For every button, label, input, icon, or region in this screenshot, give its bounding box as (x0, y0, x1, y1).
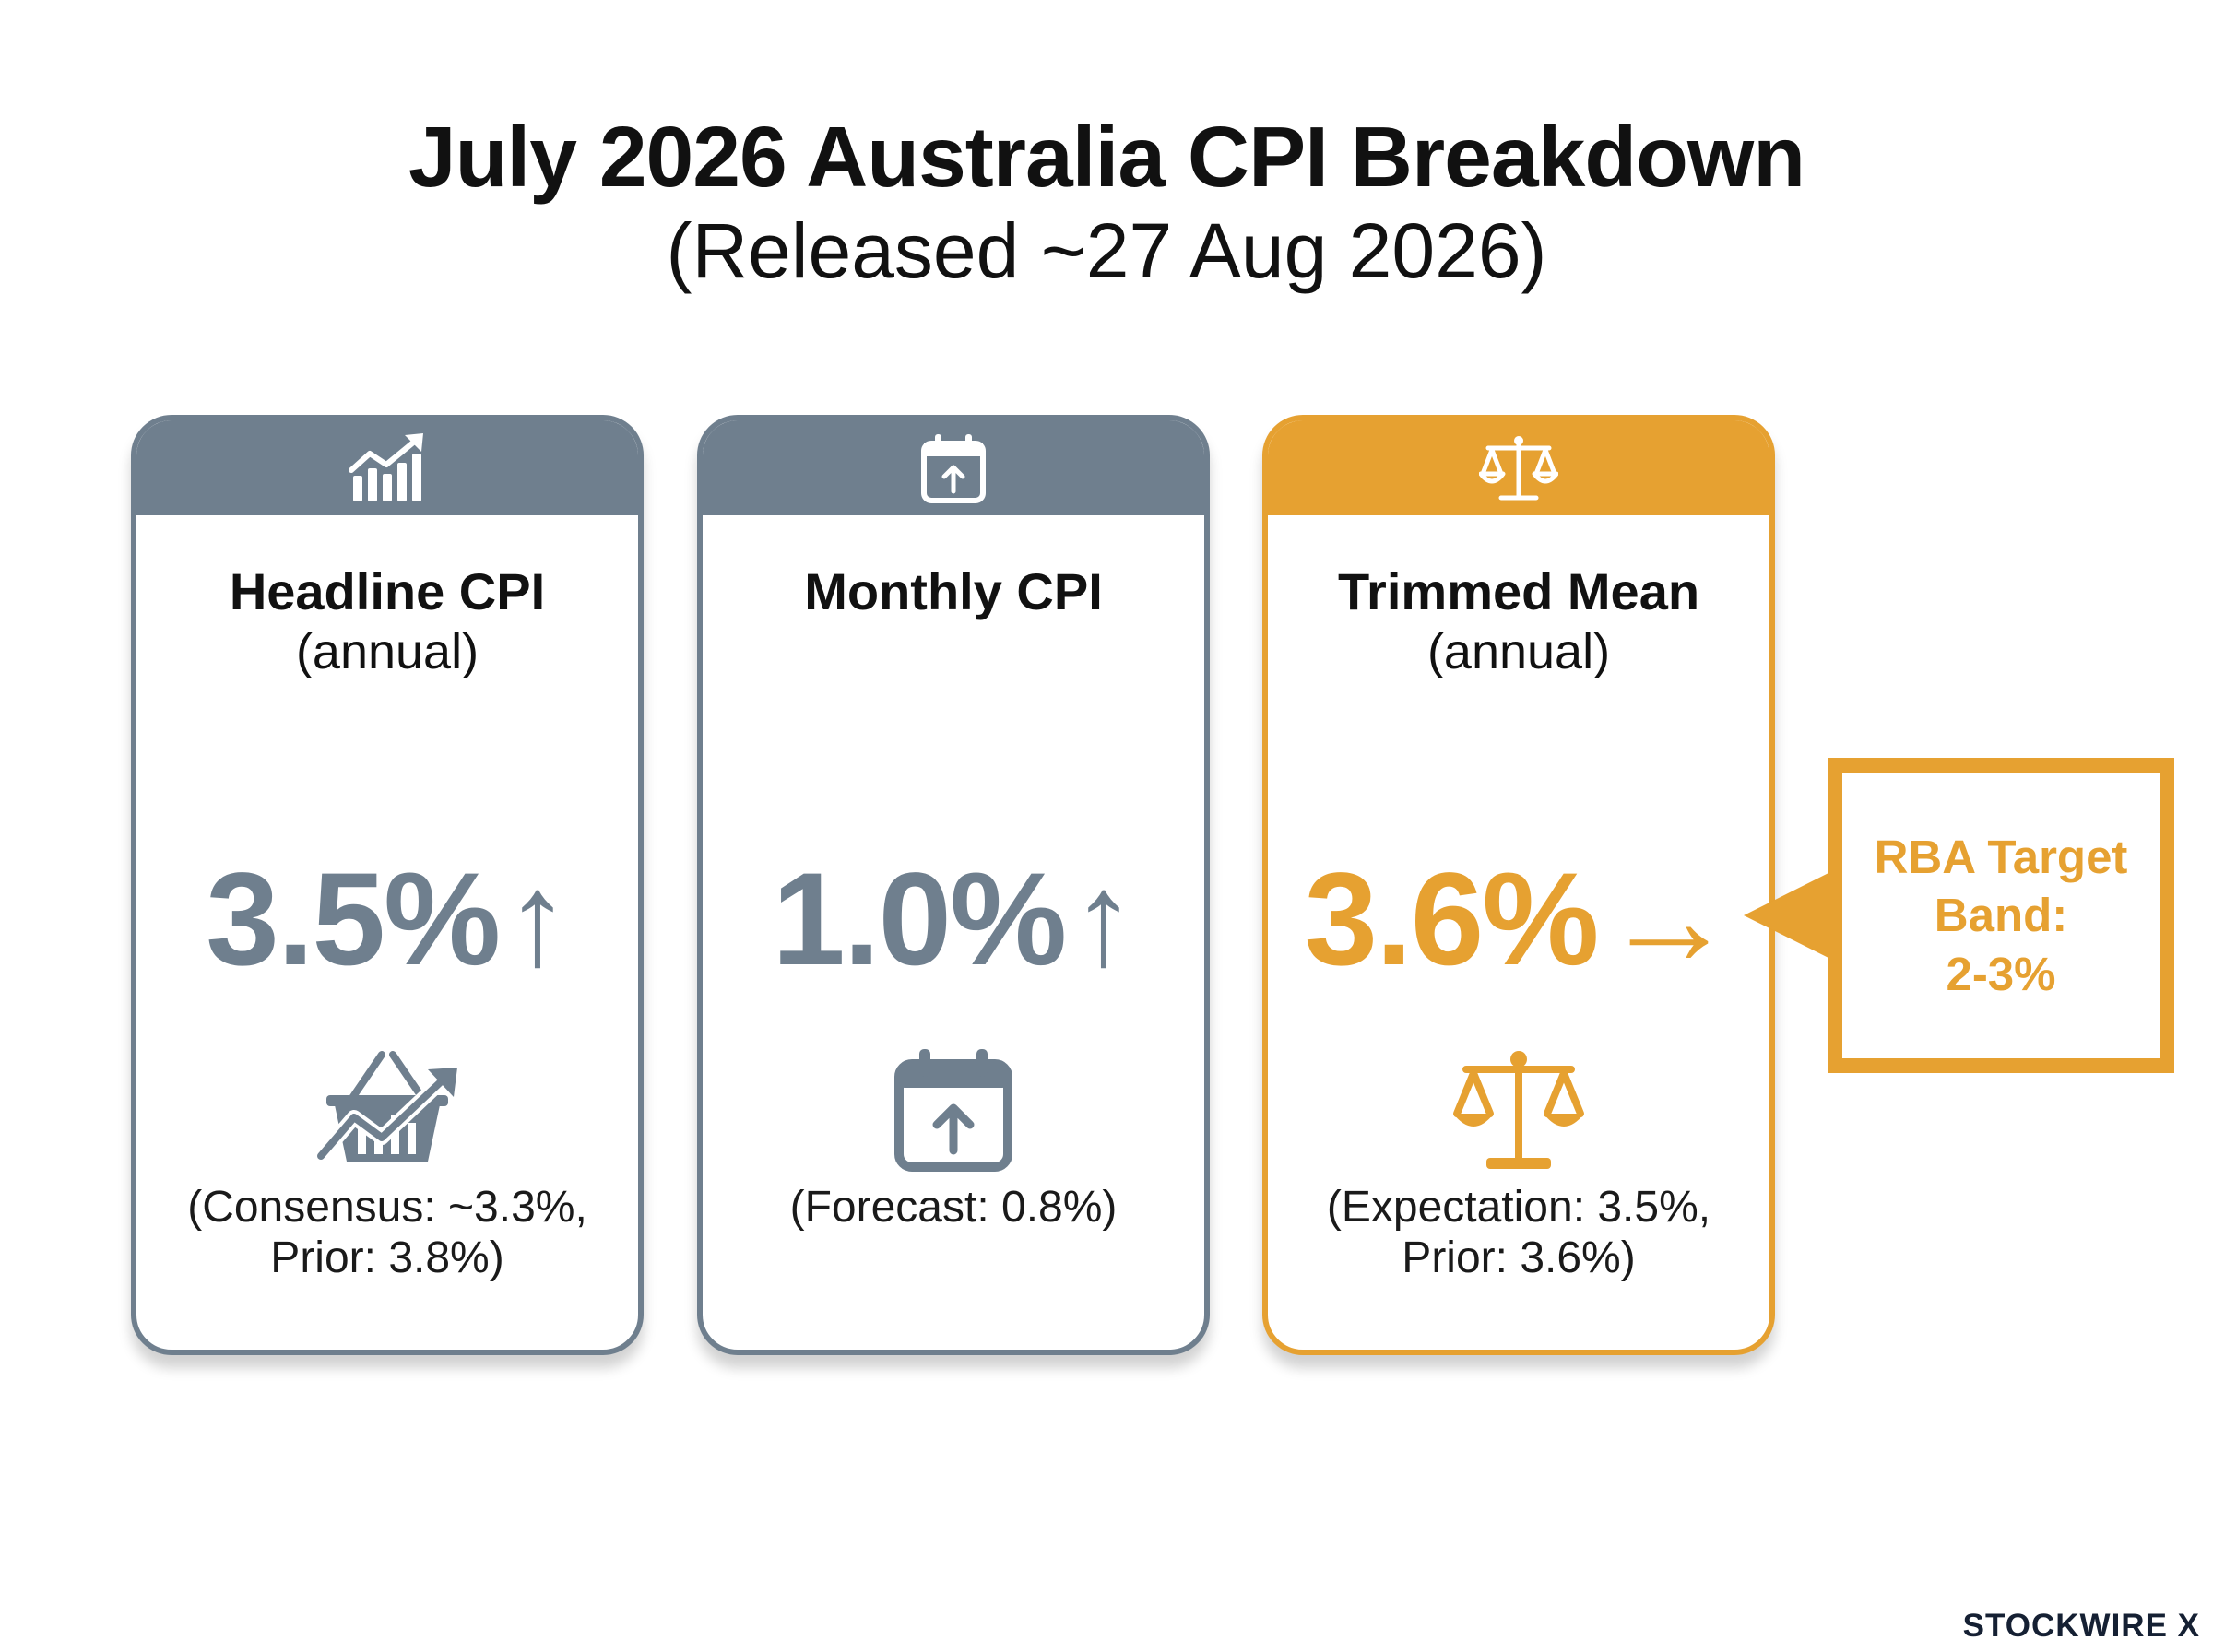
headline-cpi-card: Headline CPI (annual) 3.5%↑ (Consensus: … (131, 415, 644, 1355)
card-subtitle: (annual) (1426, 624, 1611, 680)
calendar-up-icon (921, 433, 986, 503)
trimmed-mean-card: Trimmed Mean (annual) 3.6%→ (Expectation… (1262, 415, 1775, 1355)
note-line: (Consensus: ~3.3%, (187, 1183, 587, 1232)
note-line: Prior: 3.6%) (1402, 1233, 1636, 1283)
balance-scale-icon (1479, 435, 1558, 500)
monthly-cpi-card: Monthly CPI 1.0%↑ (Forecast: 0.8%) (697, 415, 1210, 1355)
card-note: (Expectation: 3.5%, Prior: 3.6%) (1268, 1182, 1769, 1283)
card-subtitle: (annual) (295, 624, 479, 680)
value-text: 3.6% (1304, 846, 1600, 993)
page-title: July 2026 Australia CPI Breakdown (408, 109, 1805, 205)
page-subtitle: (Released ~27 Aug 2026) (666, 207, 1547, 295)
note-line: (Forecast: 0.8%) (789, 1183, 1118, 1232)
balance-scale-icon (1453, 1051, 1584, 1169)
card-header (136, 420, 638, 515)
card-note: (Consensus: ~3.3%, Prior: 3.8%) (136, 1182, 638, 1283)
callout-line: Band: (1934, 889, 2068, 942)
card-value: 1.0%↑ (703, 854, 1204, 985)
card-title: Headline CPI (229, 562, 546, 620)
card-title: Trimmed Mean (1337, 562, 1700, 620)
growth-chart-icon (349, 432, 423, 502)
up-arrow-icon: ↑ (1071, 846, 1136, 993)
brand-logo: STOCKWIRE X (1962, 1608, 2200, 1644)
callout-line: RBA Target (1874, 831, 2128, 884)
card-title: Monthly CPI (804, 562, 1103, 620)
callout-line: 2-3% (1946, 947, 2056, 1000)
card-header (703, 420, 1204, 515)
callout-pointer (1744, 869, 1836, 962)
rba-target-callout: RBA Target Band: 2-3% (1828, 758, 2174, 1073)
card-label: Monthly CPI (703, 560, 1204, 622)
shopping-basket-trend-icon (314, 1051, 457, 1163)
right-arrow-icon: → (1603, 846, 1734, 993)
title-block: July 2026 Australia CPI Breakdown (Relea… (0, 109, 2213, 296)
card-header (1268, 420, 1769, 515)
card-value: 3.6%→ (1268, 854, 1769, 985)
note-line: Prior: 3.8%) (270, 1233, 504, 1283)
calendar-up-icon (894, 1049, 1012, 1172)
card-value: 3.5%↑ (136, 854, 638, 985)
card-label: Trimmed Mean (annual) (1268, 560, 1769, 682)
card-label: Headline CPI (annual) (136, 560, 638, 682)
card-note: (Forecast: 0.8%) (703, 1182, 1204, 1233)
up-arrow-icon: ↑ (504, 846, 570, 993)
value-text: 3.5% (206, 846, 501, 993)
value-text: 1.0% (772, 846, 1067, 993)
note-line: (Expectation: 3.5%, (1326, 1183, 1711, 1232)
